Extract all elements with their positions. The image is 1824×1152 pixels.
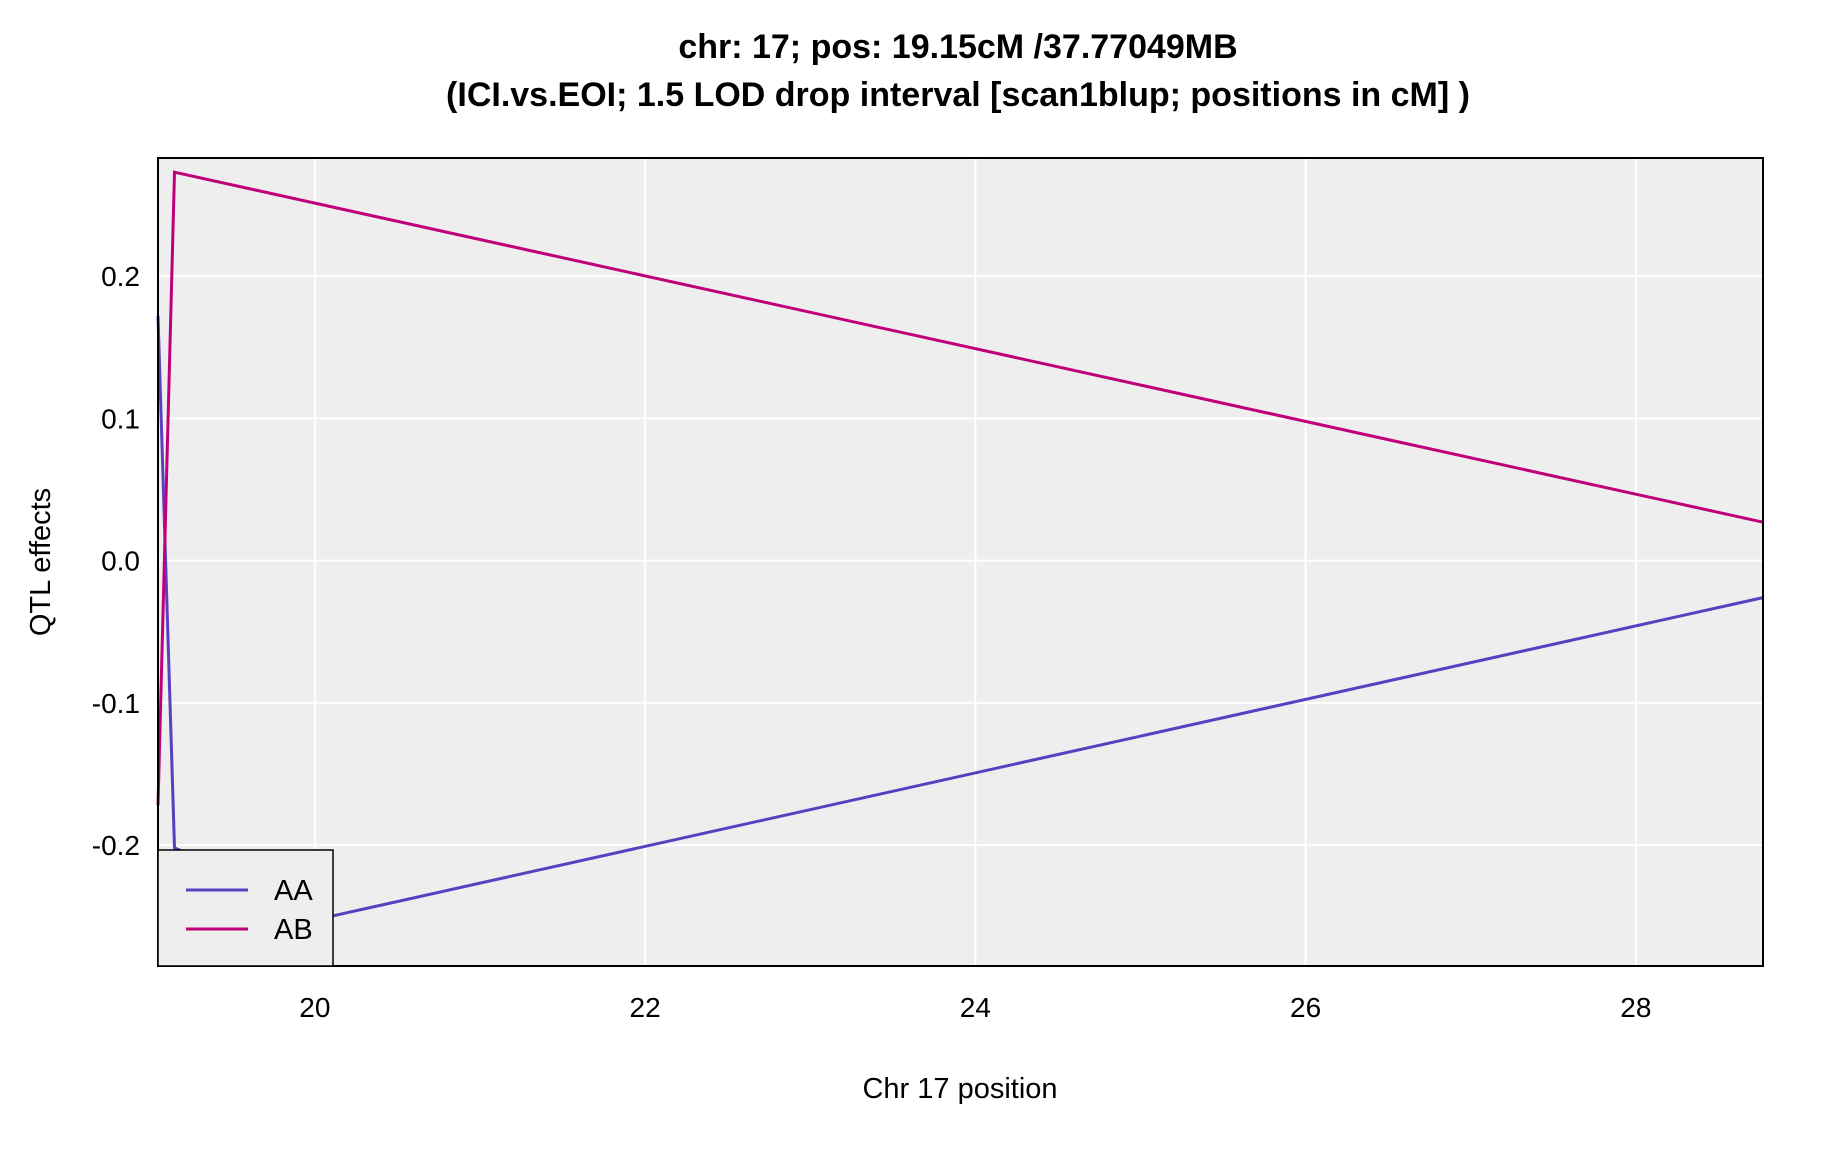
y-tick-label: 0.0 [101, 546, 140, 577]
x-tick-label: 24 [960, 992, 991, 1023]
y-axis-ticks: -0.2 -0.1 0.0 0.1 0.2 [92, 261, 140, 861]
y-axis-label: QTL effects [25, 488, 57, 636]
y-tick-label: -0.1 [92, 688, 140, 719]
series-line-ab [156, 170, 1764, 806]
x-tick-label: 28 [1620, 992, 1651, 1023]
grid-lines [158, 158, 1763, 966]
chart-title: chr: 17; pos: 19.15cM /37.77049MB [678, 28, 1237, 66]
x-axis-label: Chr 17 position [862, 1073, 1057, 1105]
plot-background [158, 158, 1763, 966]
legend-label-ab: AB [274, 914, 313, 946]
x-axis-ticks: 20 22 24 26 28 [299, 992, 1651, 1023]
x-tick-label: 20 [299, 992, 330, 1023]
legend-label-aa: AA [274, 875, 313, 907]
y-tick-label: -0.2 [92, 830, 140, 861]
x-tick-label: 26 [1290, 992, 1321, 1023]
y-tick-label: 0.2 [101, 261, 140, 292]
y-tick-label: 0.1 [101, 403, 140, 434]
plot-frame [157, 157, 1764, 967]
legend: AA AB [157, 849, 334, 967]
chart-subtitle: (ICI.vs.EOI; 1.5 LOD drop interval [scan… [446, 76, 1470, 114]
legend-box [157, 849, 334, 967]
x-tick-label: 22 [630, 992, 661, 1023]
